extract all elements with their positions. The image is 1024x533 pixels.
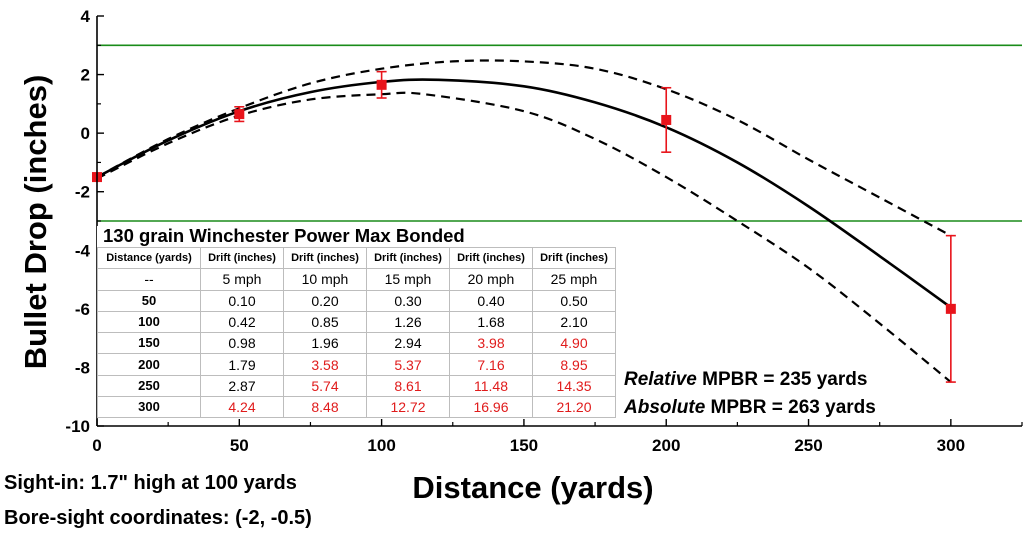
- table-cell: 12.72: [366, 396, 450, 419]
- table-cell: 8.61: [366, 374, 450, 398]
- y-tick-label: 4: [81, 7, 91, 26]
- y-axis-title: Bullet Drop (inches): [18, 75, 53, 370]
- bore-sight-note: Bore-sight coordinates: (-2, -0.5): [4, 507, 312, 529]
- table-cell: 5.37: [366, 353, 450, 376]
- table-cell: 16.96: [449, 396, 533, 419]
- table-cell: 3.58: [283, 353, 367, 376]
- table-row: 100 0.42 0.85 1.26 1.68 2.10: [97, 310, 616, 334]
- relative-label: Relative: [624, 369, 697, 390]
- data-point: [661, 86, 672, 153]
- x-tick-label: 200: [652, 436, 680, 455]
- table-row: 250 2.87 5.74 8.61 11.48 14.35: [97, 374, 616, 398]
- table-subheader-cell: 5 mph: [200, 268, 284, 291]
- table-title: 130 grain Winchester Power Max Bonded: [103, 225, 465, 246]
- drift-table-panel: 130 grain Winchester Power Max Bonded Di…: [97, 225, 616, 419]
- y-tick-label: 2: [81, 66, 90, 85]
- drift-table: Distance (yards) Drift (inches) Drift (inc…: [97, 246, 616, 419]
- x-tick-label: 150: [510, 436, 538, 455]
- x-tick-label: 50: [230, 436, 249, 455]
- table-row-label: 200: [97, 353, 201, 376]
- table-header-cell: Drift (inches): [532, 246, 616, 270]
- table-cell: 0.30: [366, 289, 450, 312]
- table-cell: 21.20: [532, 396, 616, 419]
- y-tick-label: -10: [65, 417, 90, 436]
- table-cell: 1.96: [283, 332, 367, 355]
- table-cell: 1.79: [200, 353, 284, 376]
- table-cell: 0.20: [283, 289, 367, 312]
- table-subheader-row: -- 5 mph 10 mph 15 mph 20 mph 25 mph: [97, 268, 616, 291]
- absolute-value: MPBR = 263 yards: [705, 397, 876, 418]
- table-subheader-cell: 20 mph: [449, 268, 533, 291]
- table-cell: 0.50: [532, 289, 616, 312]
- table-row-label: 250: [97, 374, 201, 398]
- table-header-cell: Distance (yards): [97, 246, 201, 270]
- table-row-label: 300: [97, 396, 201, 419]
- table-cell: 11.48: [449, 374, 533, 398]
- table-subheader-cell: --: [97, 268, 201, 291]
- absolute-label: Absolute: [624, 397, 706, 418]
- table-cell: 0.98: [200, 332, 284, 355]
- table-cell: 14.35: [532, 374, 616, 398]
- table-cell: 8.95: [532, 353, 616, 376]
- data-point: [376, 70, 387, 99]
- table-row: 300 4.24 8.48 12.72 16.96 21.20: [97, 396, 616, 419]
- table-cell: 8.48: [283, 396, 367, 419]
- x-tick-label: 300: [937, 436, 965, 455]
- table-row-label: 50: [97, 289, 201, 312]
- sight-in-note: Sight-in: 1.7" high at 100 yards: [4, 472, 297, 494]
- x-axis-title: Distance (yards): [412, 470, 653, 505]
- table-cell: 1.26: [366, 310, 450, 334]
- x-tick-label: 0: [92, 436, 101, 455]
- table-cell: 1.68: [449, 310, 533, 334]
- absolute-mpbr: Absolute MPBR = 263 yards: [624, 394, 876, 422]
- table-subheader-cell: 15 mph: [366, 268, 450, 291]
- y-tick-label: -2: [75, 183, 90, 202]
- table-cell: 7.16: [449, 353, 533, 376]
- data-point: [234, 105, 245, 123]
- table-header-cell: Drift (inches): [449, 246, 533, 270]
- table-header-cell: Drift (inches): [283, 246, 367, 270]
- relative-mpbr: Relative MPBR = 235 yards: [624, 366, 876, 394]
- table-row: 200 1.79 3.58 5.37 7.16 8.95: [97, 353, 616, 376]
- table-cell: 3.98: [449, 332, 533, 355]
- table-row: 150 0.98 1.96 2.94 3.98 4.90: [97, 332, 616, 355]
- y-tick-label: -6: [75, 300, 90, 319]
- table-cell: 0.10: [200, 289, 284, 312]
- data-marker: [661, 114, 672, 125]
- y-tick-label: -8: [75, 358, 90, 377]
- data-point: [945, 234, 956, 383]
- mpbr-panel: Relative MPBR = 235 yards Absolute MPBR …: [624, 366, 876, 422]
- relative-value: MPBR = 235 yards: [696, 369, 868, 390]
- x-tick-label: 250: [794, 436, 822, 455]
- table-subheader-cell: 10 mph: [283, 268, 367, 291]
- y-tick-label: 0: [81, 124, 90, 143]
- table-subheader-cell: 25 mph: [532, 268, 616, 291]
- x-tick-label: 100: [367, 436, 395, 455]
- table-row-label: 150: [97, 332, 201, 355]
- data-marker: [234, 109, 245, 120]
- y-tick-label: -4: [75, 241, 91, 260]
- table-cell: 0.85: [283, 310, 367, 334]
- table-cell: 2.87: [200, 374, 284, 398]
- table-row: 50 0.10 0.20 0.30 0.40 0.50: [97, 289, 616, 312]
- table-cell: 2.94: [366, 332, 450, 355]
- table-header-cell: Drift (inches): [366, 246, 450, 270]
- table-cell: 5.74: [283, 374, 367, 398]
- table-header-cell: Drift (inches): [200, 246, 284, 270]
- table-cell: 0.42: [200, 310, 284, 334]
- table-header-row: Distance (yards) Drift (inches) Drift (inc…: [97, 246, 616, 270]
- data-marker: [376, 79, 387, 90]
- table-cell: 4.24: [200, 396, 284, 419]
- table-cell: 4.90: [532, 332, 616, 355]
- table-cell: 0.40: [449, 289, 533, 312]
- reference-lines: [97, 44, 1022, 222]
- table-row-label: 100: [97, 310, 201, 334]
- table-cell: 2.10: [532, 310, 616, 334]
- data-marker: [945, 303, 956, 314]
